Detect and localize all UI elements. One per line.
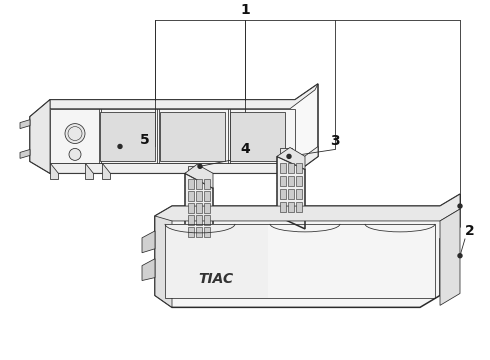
Polygon shape — [280, 176, 286, 186]
Polygon shape — [165, 224, 268, 298]
Polygon shape — [185, 165, 213, 188]
Polygon shape — [280, 189, 286, 199]
Polygon shape — [188, 179, 194, 189]
Polygon shape — [188, 227, 194, 237]
Circle shape — [198, 165, 202, 168]
Polygon shape — [196, 203, 202, 213]
Circle shape — [118, 144, 122, 148]
Polygon shape — [296, 163, 302, 173]
Circle shape — [69, 148, 81, 160]
Polygon shape — [204, 191, 210, 201]
Text: 1: 1 — [240, 3, 250, 17]
Polygon shape — [288, 176, 294, 186]
Polygon shape — [288, 189, 294, 199]
Polygon shape — [142, 259, 155, 280]
Polygon shape — [50, 109, 295, 163]
Polygon shape — [155, 194, 460, 307]
Polygon shape — [102, 163, 110, 179]
Text: 4: 4 — [240, 143, 250, 157]
Polygon shape — [196, 227, 202, 237]
Polygon shape — [155, 194, 460, 231]
Polygon shape — [50, 84, 318, 109]
Polygon shape — [185, 173, 213, 251]
Polygon shape — [188, 215, 194, 225]
Polygon shape — [50, 163, 58, 179]
Circle shape — [65, 123, 85, 144]
Polygon shape — [440, 209, 460, 305]
Polygon shape — [196, 191, 202, 201]
Polygon shape — [296, 176, 302, 186]
Polygon shape — [85, 163, 93, 179]
Text: 5: 5 — [140, 132, 150, 147]
Polygon shape — [277, 156, 305, 229]
Polygon shape — [196, 215, 202, 225]
Polygon shape — [296, 189, 302, 199]
Polygon shape — [188, 191, 194, 201]
Polygon shape — [188, 166, 200, 173]
Polygon shape — [196, 179, 202, 189]
Polygon shape — [296, 202, 302, 212]
Polygon shape — [30, 84, 318, 173]
Polygon shape — [20, 149, 30, 158]
Polygon shape — [204, 227, 210, 237]
Polygon shape — [204, 203, 210, 213]
Polygon shape — [280, 202, 286, 212]
Polygon shape — [280, 163, 286, 173]
Polygon shape — [188, 203, 194, 213]
Polygon shape — [160, 112, 225, 161]
Text: 2: 2 — [465, 224, 475, 238]
Polygon shape — [204, 179, 210, 189]
Polygon shape — [100, 112, 155, 161]
Polygon shape — [230, 112, 285, 161]
Polygon shape — [20, 120, 30, 129]
Polygon shape — [204, 215, 210, 225]
Circle shape — [287, 154, 291, 158]
Polygon shape — [142, 231, 155, 253]
Circle shape — [458, 204, 462, 208]
Polygon shape — [288, 202, 294, 212]
Circle shape — [458, 254, 462, 258]
Text: TIAC: TIAC — [198, 271, 234, 285]
Polygon shape — [280, 148, 292, 156]
Polygon shape — [30, 100, 50, 173]
Text: 3: 3 — [330, 135, 340, 148]
Polygon shape — [50, 147, 318, 173]
Polygon shape — [277, 148, 305, 169]
Polygon shape — [288, 163, 294, 173]
Polygon shape — [155, 216, 172, 307]
